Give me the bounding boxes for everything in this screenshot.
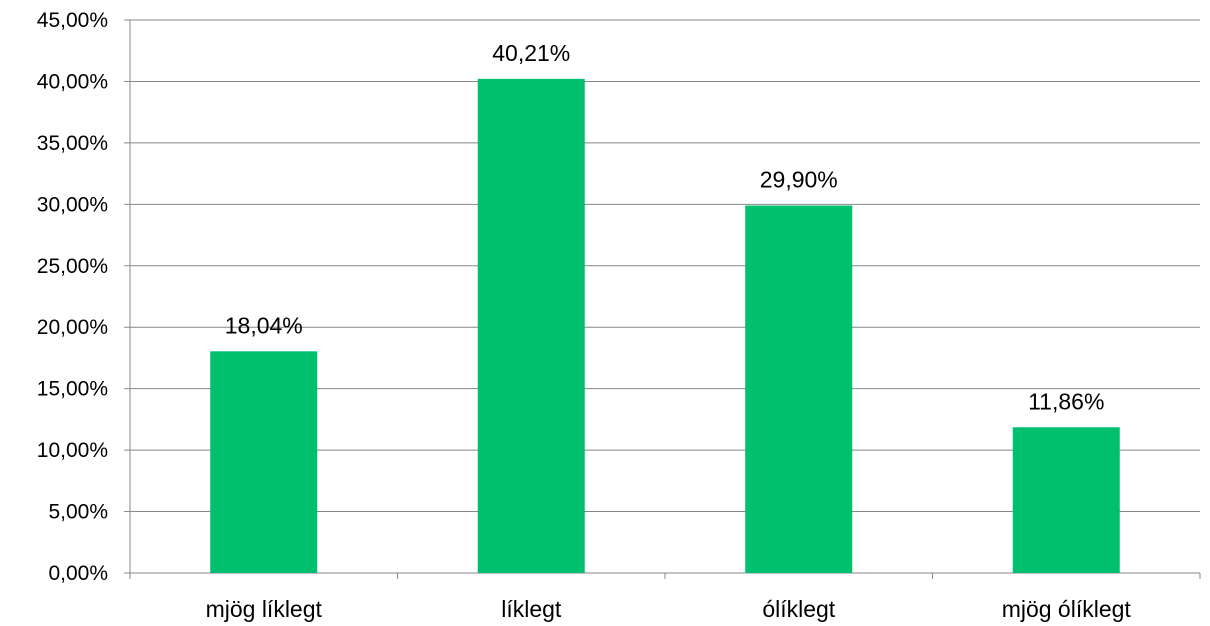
y-tick-label: 35,00%: [37, 132, 108, 155]
category-label: mjög ólíklegt: [1002, 596, 1132, 622]
bar: [477, 78, 585, 574]
y-tick-label: 15,00%: [37, 378, 108, 401]
y-tick-label: 30,00%: [37, 193, 108, 216]
labels: 0,00% 5,00% 10,00% 15,00% 20,00% 25,00% 30,00%…: [37, 9, 1132, 622]
data-label: 18,04%: [225, 312, 303, 338]
y-tick-label: 45,00%: [37, 9, 108, 32]
category-label: líklegt: [501, 596, 562, 622]
y-tick-label: 20,00%: [37, 316, 108, 339]
data-label: 11,86%: [1028, 388, 1104, 414]
y-tick-label: 5,00%: [48, 501, 108, 524]
category-label: ólíklegt: [762, 596, 835, 622]
y-tick-label: 25,00%: [37, 255, 108, 278]
bar: [1012, 427, 1120, 573]
data-label: 29,90%: [760, 167, 838, 193]
y-tick-label: 10,00%: [37, 439, 108, 462]
y-tick-label: 40,00%: [37, 70, 108, 93]
y-tick-label: 0,00%: [48, 562, 108, 585]
bar: [210, 351, 318, 573]
bar: [745, 205, 853, 573]
data-label: 40,21%: [492, 40, 570, 66]
bars: [210, 78, 1120, 574]
category-label: mjög líklegt: [206, 596, 323, 622]
